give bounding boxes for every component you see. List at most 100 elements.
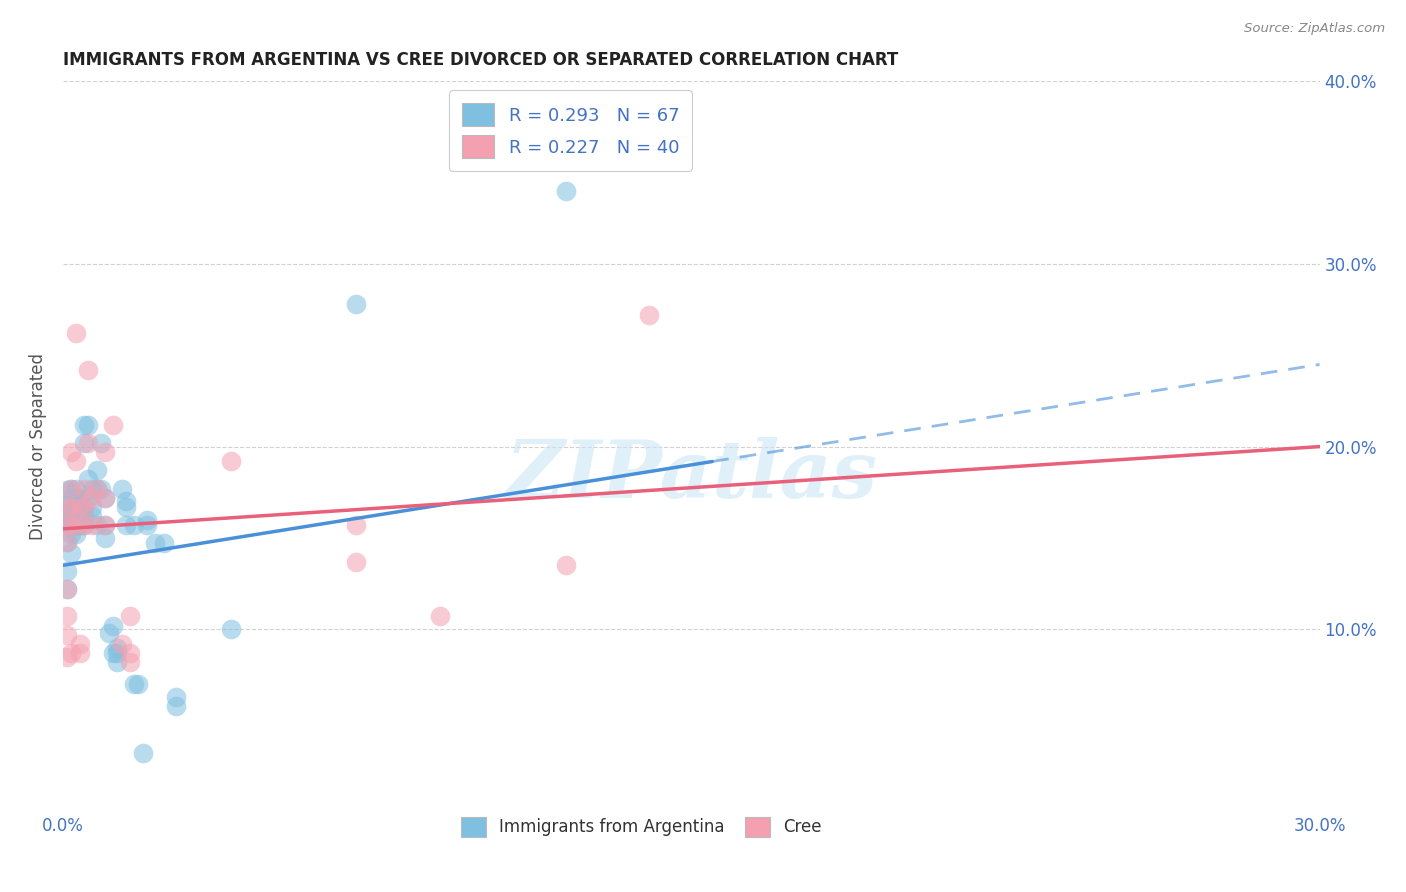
Point — [131, 747, 153, 761]
Point — [56, 564, 79, 578]
Legend: Immigrants from Argentina, Cree: Immigrants from Argentina, Cree — [454, 810, 828, 844]
Point — [56, 483, 79, 498]
Point — [73, 500, 96, 514]
Point — [103, 646, 125, 660]
Point — [103, 417, 125, 432]
Point — [219, 622, 242, 636]
Point — [98, 626, 121, 640]
Point — [82, 508, 104, 523]
Point — [165, 698, 187, 713]
Point — [82, 482, 104, 496]
Point — [115, 500, 138, 514]
Point — [77, 436, 100, 450]
Point — [143, 536, 166, 550]
Point — [118, 646, 141, 660]
Point — [638, 308, 661, 322]
Point — [65, 482, 87, 496]
Point — [56, 582, 79, 596]
Point — [90, 482, 112, 496]
Point — [69, 646, 91, 660]
Point — [77, 491, 100, 505]
Point — [86, 482, 108, 496]
Point — [429, 609, 451, 624]
Point — [73, 518, 96, 533]
Point — [60, 518, 83, 533]
Point — [69, 637, 91, 651]
Point — [56, 498, 79, 512]
Point — [94, 518, 117, 533]
Point — [165, 690, 187, 704]
Point — [69, 508, 91, 523]
Point — [77, 417, 100, 432]
Point — [60, 500, 83, 514]
Text: Source: ZipAtlas.com: Source: ZipAtlas.com — [1244, 22, 1385, 36]
Point — [60, 482, 83, 496]
Point — [94, 491, 117, 505]
Point — [65, 454, 87, 468]
Point — [107, 646, 129, 660]
Point — [73, 508, 96, 523]
Point — [60, 508, 83, 523]
Point — [122, 518, 145, 533]
Point — [60, 482, 83, 496]
Point — [69, 500, 91, 514]
Point — [115, 494, 138, 508]
Point — [344, 555, 367, 569]
Point — [344, 297, 367, 311]
Point — [65, 518, 87, 533]
Point — [65, 500, 87, 514]
Point — [219, 454, 242, 468]
Point — [56, 609, 79, 624]
Point — [73, 518, 96, 533]
Text: IMMIGRANTS FROM ARGENTINA VS CREE DIVORCED OR SEPARATED CORRELATION CHART: IMMIGRANTS FROM ARGENTINA VS CREE DIVORC… — [63, 51, 898, 69]
Point — [56, 582, 79, 596]
Point — [56, 649, 79, 664]
Point — [73, 500, 96, 514]
Point — [69, 518, 91, 533]
Point — [554, 558, 576, 573]
Point — [65, 518, 87, 533]
Point — [56, 518, 79, 533]
Point — [135, 513, 157, 527]
Point — [86, 463, 108, 477]
Point — [77, 363, 100, 377]
Point — [56, 534, 79, 549]
Point — [60, 646, 83, 660]
Point — [56, 508, 79, 523]
Point — [65, 491, 87, 505]
Point — [118, 609, 141, 624]
Point — [73, 482, 96, 496]
Point — [94, 491, 117, 505]
Point — [65, 527, 87, 541]
Point — [73, 417, 96, 432]
Point — [82, 500, 104, 514]
Point — [56, 518, 79, 533]
Point — [94, 518, 117, 533]
Point — [69, 500, 91, 514]
Point — [94, 531, 117, 545]
Point — [344, 518, 367, 533]
Text: ZIPatlas: ZIPatlas — [505, 437, 877, 515]
Point — [127, 677, 149, 691]
Y-axis label: Divorced or Separated: Divorced or Separated — [30, 353, 46, 541]
Point — [56, 628, 79, 642]
Point — [107, 655, 129, 669]
Point — [122, 677, 145, 691]
Point — [118, 655, 141, 669]
Point — [65, 518, 87, 533]
Point — [94, 445, 117, 459]
Point — [111, 637, 134, 651]
Point — [554, 184, 576, 198]
Point — [60, 527, 83, 541]
Point — [86, 518, 108, 533]
Point — [60, 445, 83, 459]
Point — [115, 518, 138, 533]
Point — [86, 482, 108, 496]
Point — [90, 436, 112, 450]
Point — [111, 482, 134, 496]
Point — [65, 508, 87, 523]
Point — [73, 436, 96, 450]
Point — [107, 640, 129, 655]
Point — [135, 518, 157, 533]
Point — [77, 473, 100, 487]
